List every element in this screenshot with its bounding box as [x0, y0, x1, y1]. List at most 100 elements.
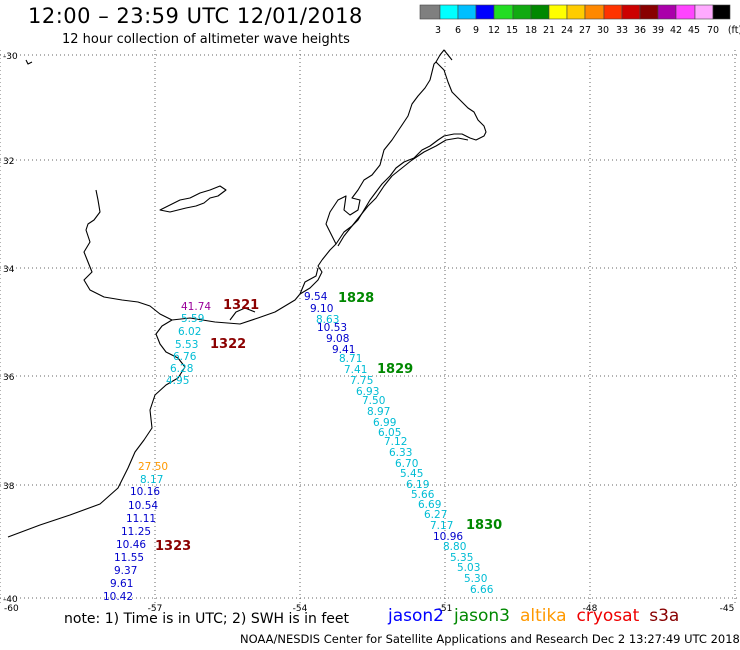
- latitude-label: 34: [3, 265, 15, 275]
- swh-value: 6.28: [170, 363, 193, 375]
- scale-label: 42: [670, 25, 682, 36]
- scale-label: 18: [525, 25, 537, 36]
- swh-value: 6.70: [395, 458, 418, 470]
- scale-label: 39: [652, 25, 664, 36]
- swh-value: 10.53: [317, 322, 347, 334]
- map-subtitle: 12 hour collection of altimeter wave hei…: [62, 32, 350, 47]
- scale-swatch: [548, 4, 568, 20]
- swh-value: 8.71: [339, 353, 362, 365]
- scale-swatch: [493, 4, 514, 20]
- scale-swatch: [439, 4, 459, 20]
- scale-label: 15: [506, 25, 518, 36]
- scale-swatch: [584, 4, 605, 20]
- scale-swatch: [512, 4, 532, 20]
- coastline: [337, 137, 469, 247]
- swh-value: 7.12: [384, 436, 407, 448]
- swh-value: 9.41: [332, 344, 355, 356]
- scale-swatch: [621, 4, 641, 20]
- scale-swatch: [457, 4, 477, 20]
- satellite-legend-jason2: jason2: [388, 606, 444, 626]
- latitude-label: 36: [3, 373, 15, 383]
- scale-swatch: [603, 4, 623, 20]
- swh-value: 6.19: [406, 479, 429, 491]
- scale-label: 12: [488, 25, 500, 36]
- scale-label: 21: [543, 25, 555, 36]
- swh-value: 4.95: [166, 375, 189, 387]
- coastline: [229, 307, 256, 321]
- swh-value: 11.25: [121, 526, 151, 538]
- swh-value: 9.10: [310, 303, 333, 315]
- swh-value: 9.61: [110, 578, 133, 590]
- coastline: [7, 259, 323, 538]
- longitude-label: -51: [438, 604, 453, 614]
- pass-time-label: 1828: [338, 291, 374, 306]
- swh-value: 9.08: [326, 333, 349, 345]
- coastline: [321, 61, 487, 261]
- longitude-label: -48: [583, 604, 598, 614]
- swh-value: 5.45: [400, 468, 423, 480]
- longitude-label: -60: [4, 604, 19, 614]
- footer-credit: NOAA/NESDIS Center for Satellite Applica…: [240, 632, 740, 646]
- coastline: [83, 189, 173, 321]
- longitude-label: -57: [148, 604, 163, 614]
- longitude-label: -54: [293, 604, 308, 614]
- scale-label: (ft): [728, 25, 740, 36]
- swh-value: 6.66: [470, 584, 494, 596]
- swh-value: 5.03: [457, 562, 480, 574]
- scale-label: 36: [634, 25, 646, 36]
- latitude-label: -40: [3, 595, 18, 605]
- latitude-label: 38: [3, 482, 15, 492]
- swh-value: 11.55: [114, 552, 144, 564]
- swh-value: 5.35: [450, 552, 473, 564]
- pass-time-label: 1829: [377, 362, 413, 377]
- swh-value: 7.17: [430, 520, 453, 532]
- swh-value: 5.66: [411, 489, 435, 501]
- swh-value: 6.99: [373, 417, 396, 429]
- swh-value: 8.63: [316, 314, 339, 326]
- pass-time-label: 1830: [466, 518, 502, 533]
- swh-value: 6.93: [356, 386, 379, 398]
- pass-time-label: 1321: [223, 298, 259, 313]
- scale-swatch: [639, 4, 659, 20]
- pass-time-label: 1323: [155, 539, 191, 554]
- scale-label: 6: [455, 25, 461, 36]
- latitude-label: -30: [3, 52, 18, 62]
- scale-swatch: [657, 4, 677, 20]
- scale-swatch: [694, 4, 714, 20]
- swh-value: 6.27: [424, 509, 447, 521]
- swh-value: 41.74: [181, 301, 211, 313]
- coastline: [435, 49, 453, 63]
- scale-label: 30: [597, 25, 609, 36]
- swh-value: 27.50: [138, 461, 168, 473]
- scale-label: 33: [616, 25, 628, 36]
- scale-swatch: [675, 4, 696, 20]
- swh-value: 10.16: [130, 486, 160, 498]
- swh-value: 10.42: [103, 591, 133, 603]
- satellite-legend: jason2 jason3 altika cryosat s3a: [388, 606, 689, 626]
- scale-swatch: [419, 4, 441, 20]
- swh-value: 7.41: [344, 364, 367, 376]
- swh-value: 6.76: [173, 351, 197, 363]
- coastline: [159, 185, 227, 213]
- swh-value: 11.11: [126, 513, 156, 525]
- scale-label: 3: [435, 25, 441, 36]
- pass-time-label: 1322: [210, 337, 246, 352]
- scale-swatch: [530, 4, 550, 20]
- swh-value: 10.46: [116, 539, 146, 551]
- swh-value: 7.50: [362, 395, 385, 407]
- scale-label: 70: [707, 25, 719, 36]
- satellite-legend-altika: altika: [520, 606, 567, 626]
- scale-swatch: [475, 4, 495, 20]
- scale-swatch: [566, 4, 586, 20]
- coastline: [25, 59, 33, 65]
- map-title: 12:00 – 23:59 UTC 12/01/2018: [28, 4, 363, 28]
- scale-label: 9: [473, 25, 479, 36]
- footer-note: note: 1) Time is in UTC; 2) SWH is in fe…: [64, 611, 350, 627]
- satellite-legend-s3a: s3a: [649, 606, 680, 626]
- longitude-label: -45: [720, 604, 735, 614]
- satellite-legend-jason3: jason3: [454, 606, 510, 626]
- swh-value: 5.53: [175, 339, 198, 351]
- swh-value: 6.02: [178, 326, 201, 338]
